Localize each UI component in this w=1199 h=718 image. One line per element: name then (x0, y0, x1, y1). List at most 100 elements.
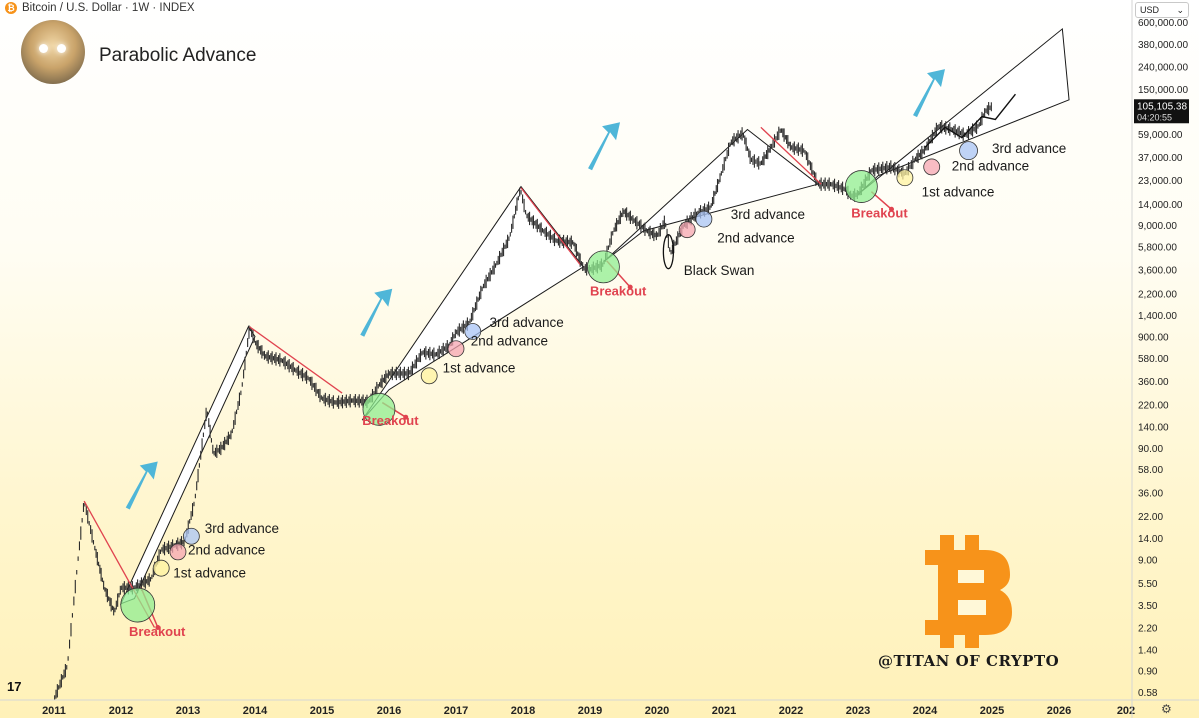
y-tick-label: 2.20 (1138, 624, 1158, 635)
y-tick-label: 59,000.00 (1138, 130, 1183, 141)
avatar-eye-left (39, 44, 48, 53)
x-tick-label: 2026 (1047, 705, 1071, 717)
y-tick-label: 5.50 (1138, 579, 1158, 590)
advance-marker-circle (169, 543, 187, 561)
downtrend-line (520, 187, 581, 265)
annotation-label: 1st advance (922, 185, 995, 200)
annotation-label: 1st advance (173, 565, 246, 580)
y-tick-label: 240,000.00 (1138, 62, 1188, 73)
annotation-label: 2nd advance (952, 158, 1029, 173)
y-tick-label: 900.00 (1138, 333, 1169, 344)
advance-marker-circle (923, 158, 941, 176)
bullish-arrow (125, 461, 158, 510)
x-axis: 2011 2012 2013 2014 2015 2016 2017 2018 2019 2020… (0, 699, 1199, 717)
y-tick-label: 600,000.00 (1138, 18, 1188, 29)
x-tick-label: 2016 (377, 705, 401, 717)
bitcoin-icon: ₿ (5, 2, 17, 14)
y-tick-label: 1,400.00 (1138, 311, 1177, 322)
currency-label: USD (1140, 5, 1160, 15)
y-tick-label: 140.00 (1138, 423, 1169, 434)
annotation-label: Breakout (129, 624, 186, 639)
y-tick-label: 23,000.00 (1138, 176, 1183, 187)
y-tick-label: 0.58 (1138, 688, 1158, 699)
annotation-label: Breakout (590, 284, 647, 299)
x-tick-label: 2021 (712, 705, 736, 717)
avatar (21, 20, 85, 84)
annotation-label: Breakout (851, 206, 908, 221)
x-tick-label: 2012 (109, 705, 133, 717)
y-tick-label: 90.00 (1138, 444, 1163, 455)
x-tick-label: 2015 (310, 705, 334, 717)
x-tick-label: 202 (1117, 705, 1135, 717)
x-tick-label: 2020 (645, 705, 669, 717)
last-price-badge (1134, 99, 1189, 124)
advance-marker-circle (152, 559, 170, 577)
advance-marker-circle (464, 323, 482, 340)
black-swan-marker (662, 234, 675, 270)
countdown-label: 04:20:55 (1137, 112, 1172, 122)
bullish-arrow (360, 288, 393, 337)
channel-cycle-2 (361, 185, 585, 421)
symbol-title: Bitcoin / U.S. Dollar · 1W · INDEX (22, 2, 195, 14)
advance-marker-circle (447, 340, 465, 358)
advance-marker-circle (959, 141, 978, 161)
y-tick-label: 36.00 (1138, 488, 1163, 499)
bullish-arrow (913, 69, 945, 118)
x-tick-label: 2022 (779, 705, 803, 717)
breakout-arrow-head (889, 206, 894, 212)
annotation-label: 2nd advance (717, 230, 794, 245)
bullish-arrow (588, 122, 621, 171)
watermark-text: @TITAN OF CRYPTO (878, 652, 1060, 670)
y-tick-label: 22.00 (1138, 512, 1163, 523)
annotation-label: 2nd advance (471, 333, 548, 348)
chart-annotations: Breakout 1st advance 2nd advance 3rd advanc… (129, 141, 1066, 639)
annotation-label: Black Swan (684, 263, 755, 278)
annotation-label: 1st advance (443, 360, 516, 375)
y-tick-label: 14.00 (1138, 534, 1163, 545)
x-tick-label: 2014 (243, 705, 268, 717)
y-tick-label: 3,600.00 (1138, 265, 1177, 276)
breakout-arrow-head (627, 284, 633, 290)
y-tick-label: 3.50 (1138, 601, 1158, 612)
annotation-label: Breakout (362, 413, 419, 428)
parabolic-channels (120, 27, 1070, 605)
bitcoin-logo-icon (925, 535, 1012, 648)
y-axis: 0.58 0.90 1.40 2.20 3.50 5.50 9.00 14.00 22.00 36… (1131, 0, 1189, 718)
advance-marker-circle (362, 392, 396, 426)
advance-marker-circle (844, 170, 878, 203)
chart-header: ₿ Bitcoin / U.S. Dollar · 1W · INDEX (5, 2, 195, 14)
breakout-arrow-head (155, 625, 161, 631)
advance-marker-circle (896, 169, 914, 187)
gear-icon[interactable]: ⚙ (1161, 702, 1172, 716)
y-tick-label: 58.00 (1138, 465, 1163, 476)
y-tick-label: 0.90 (1138, 667, 1158, 678)
x-tick-label: 2019 (578, 705, 602, 717)
last-price-label: 105,105.38 (1137, 101, 1187, 112)
y-tick-label: 9,000.00 (1138, 221, 1177, 232)
y-tick-label: 14,000.00 (1138, 200, 1183, 211)
annotation-label: 3rd advance (490, 315, 564, 330)
advance-marker-circle (695, 210, 713, 228)
y-tick-label: 2,200.00 (1138, 289, 1177, 300)
annotation-label: 2nd advance (188, 542, 265, 557)
y-tick-label: 5,800.00 (1138, 242, 1177, 253)
projection-path (924, 93, 1016, 148)
advance-marker-circle (587, 250, 620, 284)
downtrend-line (249, 326, 343, 394)
currency-selector[interactable]: USD ⌄ (1135, 2, 1189, 18)
x-tick-label: 2017 (444, 705, 468, 717)
advance-marker-circle (120, 587, 156, 623)
x-tick-label: 2024 (913, 705, 938, 717)
chart-headline: Parabolic Advance (99, 45, 257, 66)
breakout-arrow-head (403, 414, 409, 420)
y-tick-label: 1.40 (1138, 645, 1158, 656)
chart-overlays (83, 69, 1016, 648)
x-tick-label: 2011 (42, 705, 66, 717)
x-tick-label: 2025 (980, 705, 1004, 717)
chevron-down-icon: ⌄ (1176, 4, 1184, 15)
annotation-label: 3rd advance (731, 207, 805, 222)
advance-marker-circle (182, 527, 200, 545)
advance-marker-circle (420, 367, 438, 385)
y-tick-label: 580.00 (1138, 354, 1169, 365)
